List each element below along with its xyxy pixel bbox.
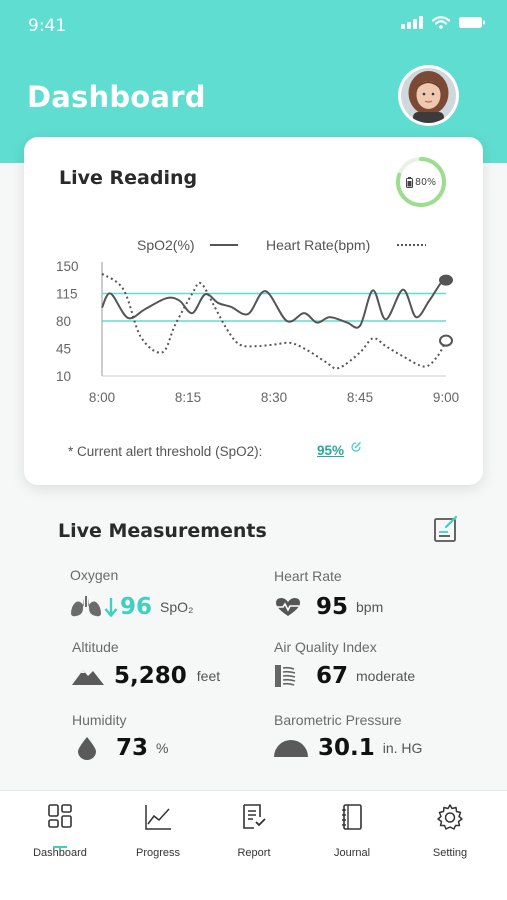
tab-label-progress: Progress — [135, 847, 181, 859]
y-tick-label: 45 — [56, 342, 71, 357]
status-icons — [401, 16, 485, 29]
altitude-value: 5,280 — [114, 663, 187, 689]
heart-rate-label: Heart Rate — [274, 568, 342, 584]
y-tick-label: 80 — [56, 314, 71, 329]
live-reading-title: Live Reading — [59, 167, 198, 189]
journal-icon — [342, 804, 362, 830]
altitude-metric: 5,280 feet — [72, 663, 220, 689]
barometer-icon — [274, 740, 308, 757]
avatar[interactable] — [398, 65, 459, 126]
heart-rate-unit: bpm — [356, 599, 384, 615]
water-drop-icon — [78, 737, 96, 760]
heart-rate-value: 95 — [316, 594, 349, 620]
battery-level: 80% — [394, 155, 448, 209]
x-tick-label: 9:00 — [433, 390, 459, 405]
arrow-down-icon — [104, 598, 118, 618]
tab-label-setting: Setting — [432, 847, 468, 859]
gear-icon — [437, 804, 463, 830]
battery-icon — [405, 176, 413, 188]
mountain-icon — [72, 670, 104, 685]
live-reading-card: Live Reading 80% SpO2(%) Heart Rate(bpm) 1… — [24, 137, 483, 485]
x-tick-label: 8:15 — [175, 390, 201, 405]
humidity-value: 73 — [116, 735, 149, 761]
humidity-label: Humidity — [72, 712, 127, 728]
air-quality-icon — [275, 665, 296, 687]
pressure-label: Barometric Pressure — [274, 712, 402, 728]
chart-icon — [145, 805, 171, 830]
status-time: 9:41 — [28, 16, 67, 36]
battery-ring — [396, 157, 446, 207]
air-quality-unit: moderate — [356, 668, 416, 684]
oxygen-value: 96 — [120, 594, 153, 620]
page-title: Dashboard — [27, 80, 206, 114]
edit-measurements-icon[interactable] — [433, 515, 459, 543]
pressure-metric: 30.1 in. HG — [274, 735, 422, 761]
lungs-icon — [71, 596, 101, 617]
bottom-tab-bar: Dashboard Progress Report Journal — [0, 790, 507, 900]
heart-pulse-icon — [276, 598, 300, 616]
wifi-icon — [432, 16, 450, 29]
tab-journal[interactable]: Journal — [307, 803, 397, 859]
tab-label-dashboard: Dashboard — [33, 847, 87, 859]
oxygen-label: Oxygen — [70, 567, 119, 583]
y-tick-label: 115 — [56, 287, 78, 302]
dashboard-icon — [48, 804, 72, 828]
heart-rate-current-marker — [439, 334, 453, 347]
live-measurements-title: Live Measurements — [58, 520, 267, 542]
y-tick-label: 150 — [56, 259, 79, 274]
x-tick-label: 8:45 — [347, 390, 373, 405]
y-tick-label: 10 — [56, 369, 71, 384]
x-tick-label: 8:00 — [89, 390, 115, 405]
report-icon — [243, 804, 266, 829]
legend-heart-rate-label: Heart Rate(bpm) — [266, 237, 370, 253]
avatar-image — [401, 68, 456, 123]
heart-rate-metric: 95 bpm — [274, 594, 383, 620]
x-tick-label: 8:30 — [261, 390, 287, 405]
pressure-unit: in. HG — [382, 740, 423, 756]
tab-report[interactable]: Report — [209, 803, 299, 859]
signal-icon — [401, 16, 423, 29]
app-header: 9:41 Dashboard — [0, 0, 507, 163]
edit-threshold-icon[interactable] — [350, 441, 362, 453]
spo2-current-marker — [439, 274, 453, 286]
tab-dashboard[interactable]: Dashboard — [15, 803, 105, 859]
threshold-label: * Current alert threshold (SpO2): — [68, 444, 263, 459]
legend-spo2-label: SpO2(%) — [137, 237, 195, 253]
series-heart-rate-line — [101, 273, 447, 370]
air-quality-label: Air Quality Index — [274, 639, 377, 655]
humidity-metric: 73 % — [76, 735, 168, 761]
battery-percent: 80% — [414, 176, 437, 188]
battery-status-icon — [459, 17, 485, 28]
humidity-unit: % — [156, 740, 169, 756]
pressure-value: 30.1 — [318, 735, 375, 761]
air-quality-value: 67 — [316, 663, 349, 689]
tab-active-indicator — [53, 846, 67, 848]
tab-progress[interactable]: Progress — [113, 803, 203, 859]
tab-setting[interactable]: Setting — [405, 803, 495, 859]
tab-label-report: Report — [237, 847, 271, 859]
altitude-unit: feet — [196, 668, 221, 684]
threshold-value-link[interactable]: 95% — [317, 443, 345, 458]
oxygen-metric: 96 SpO₂ — [70, 594, 193, 620]
oxygen-unit: SpO₂ — [160, 599, 194, 615]
tab-label-journal: Journal — [333, 847, 371, 859]
live-reading-chart: SpO2(%) Heart Rate(bpm) 150 115 80 45 10 8:00 8:… — [56, 237, 459, 405]
air-quality-metric: 67 moderate — [274, 663, 415, 689]
altitude-label: Altitude — [72, 639, 119, 655]
series-spo2-line — [101, 278, 447, 329]
